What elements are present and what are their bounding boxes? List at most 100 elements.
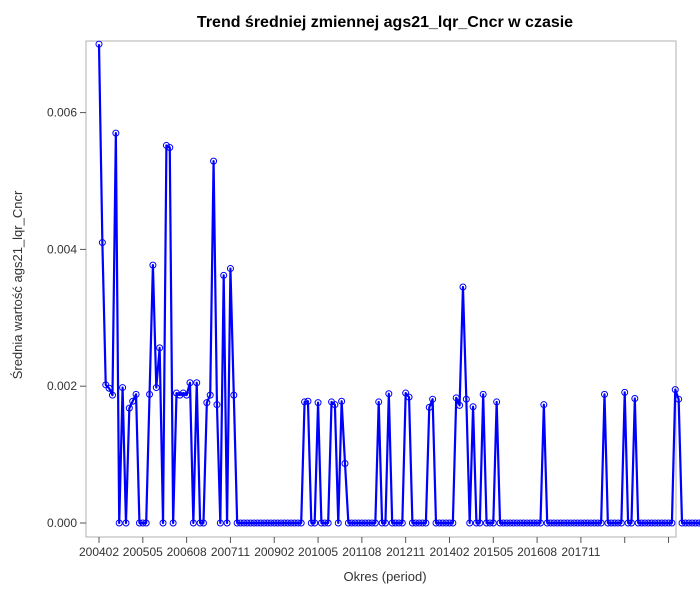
x-tick-label: 200902	[254, 545, 294, 559]
data-point	[183, 391, 191, 399]
data-point	[311, 519, 319, 527]
data-point	[563, 519, 571, 527]
data-point	[294, 519, 302, 527]
data-point	[678, 519, 686, 527]
data-point	[361, 519, 369, 527]
data-point	[557, 519, 565, 527]
data-point	[280, 519, 288, 527]
data-point	[617, 519, 625, 527]
x-tick-label: 200402	[79, 545, 119, 559]
data-point	[388, 519, 396, 527]
data-point	[651, 519, 659, 527]
data-point	[223, 519, 231, 527]
x-tick-label: 200711	[211, 545, 250, 559]
data-point	[179, 389, 187, 397]
x-tick-label: 201608	[517, 545, 557, 559]
data-point	[115, 519, 123, 527]
data-point	[604, 519, 612, 527]
data-point	[486, 519, 494, 527]
data-point	[264, 519, 271, 527]
data-point	[365, 519, 373, 527]
data-point	[176, 391, 184, 399]
data-point	[152, 384, 160, 392]
data-point	[574, 519, 582, 527]
data-point	[149, 261, 157, 269]
data-point	[698, 520, 700, 526]
data-point	[220, 271, 228, 279]
data-point	[354, 519, 362, 527]
data-point	[439, 519, 447, 527]
data-point	[139, 519, 147, 527]
data-point	[142, 519, 150, 527]
data-point	[274, 519, 282, 527]
data-point	[125, 404, 133, 412]
data-point	[375, 398, 383, 406]
data-point	[513, 519, 521, 527]
data-point	[479, 390, 487, 398]
x-tick-label: 201711	[561, 545, 600, 559]
data-point	[240, 519, 248, 527]
data-point	[547, 519, 555, 527]
data-point	[671, 386, 679, 394]
data-point	[476, 519, 484, 527]
data-point	[456, 401, 464, 409]
data-point	[257, 519, 265, 527]
data-point	[614, 519, 622, 527]
data-point	[466, 519, 474, 527]
data-point	[641, 519, 649, 527]
data-point	[247, 519, 255, 527]
data-point	[442, 519, 450, 527]
data-point	[226, 265, 234, 273]
data-point	[695, 519, 700, 527]
data-point	[412, 519, 420, 527]
data-point	[685, 519, 693, 527]
data-point	[408, 519, 416, 527]
data-point	[193, 379, 201, 387]
data-point	[648, 519, 656, 527]
data-point	[135, 519, 143, 527]
data-point	[469, 403, 477, 411]
data-point	[489, 519, 497, 527]
data-point	[681, 519, 689, 527]
data-point	[580, 519, 588, 527]
data-point	[196, 519, 204, 527]
data-point	[162, 141, 170, 149]
data-point	[277, 519, 285, 527]
y-axis-label: Średnia wartość ags21_lqr_Cncr	[10, 190, 25, 379]
data-point	[627, 519, 635, 527]
data-point	[601, 390, 608, 398]
data-point	[210, 157, 218, 165]
data-point	[290, 519, 298, 527]
data-point	[607, 519, 615, 527]
data-point	[213, 401, 221, 409]
data-point	[358, 519, 366, 527]
data-point	[483, 519, 491, 527]
data-point	[530, 519, 538, 527]
data-point	[543, 519, 551, 527]
data-point	[402, 389, 410, 397]
data-point	[691, 519, 699, 527]
data-point	[270, 519, 278, 527]
data-point	[654, 519, 662, 527]
data-point	[422, 519, 430, 527]
data-point	[415, 519, 423, 527]
data-point	[371, 519, 379, 527]
data-point	[520, 519, 528, 527]
data-point	[425, 403, 433, 411]
data-point	[567, 519, 575, 527]
data-point	[462, 395, 470, 403]
data-point	[216, 519, 224, 527]
data-point	[644, 519, 652, 527]
data-point	[435, 519, 443, 527]
x-tick-label: 201108	[342, 545, 381, 559]
data-point	[405, 393, 413, 401]
data-point	[631, 395, 639, 403]
data-point	[553, 519, 561, 527]
data-point	[419, 519, 427, 527]
y-tick-label: 0.000	[47, 516, 77, 530]
data-point	[304, 397, 312, 405]
data-point	[577, 519, 585, 527]
data-point	[324, 519, 332, 527]
